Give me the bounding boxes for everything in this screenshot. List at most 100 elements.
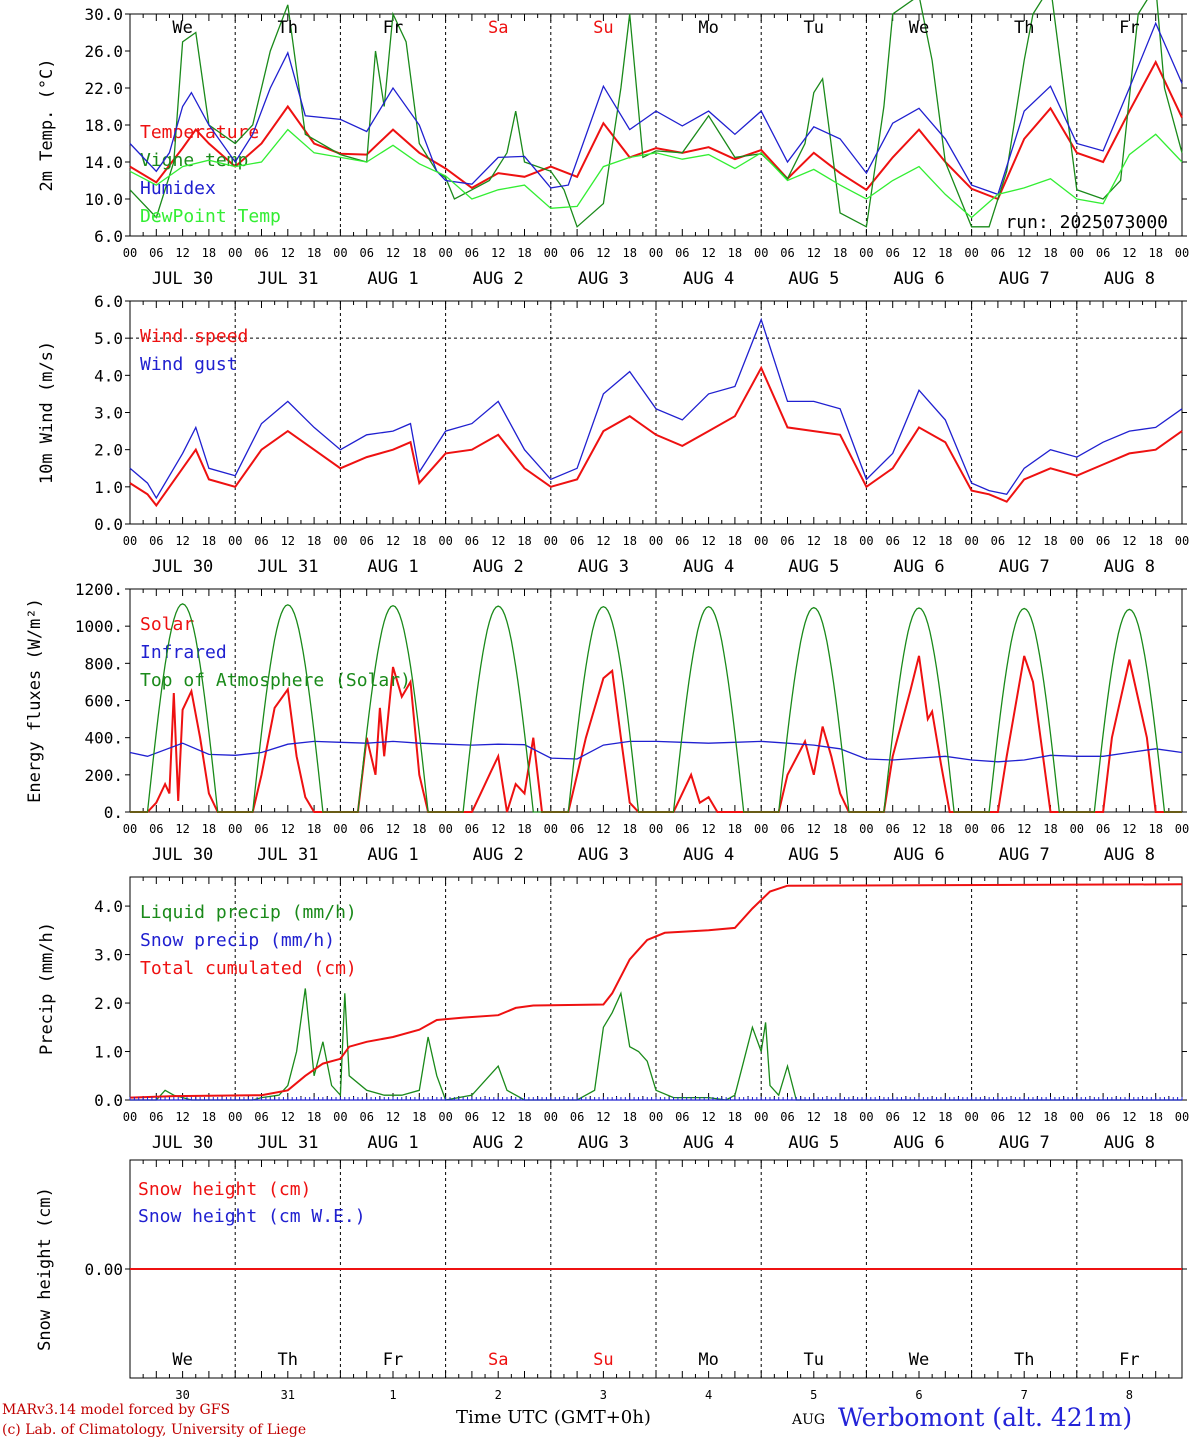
hour-label: 12	[1017, 822, 1031, 836]
hour-label: 06	[149, 246, 163, 260]
y-tick-label: 400.	[84, 729, 123, 748]
hour-label: 00	[1175, 534, 1189, 548]
hour-label: 12	[386, 246, 400, 260]
hour-label: 00	[438, 534, 452, 548]
hour-label: 06	[254, 534, 268, 548]
panel-2-frame	[129, 588, 1183, 813]
y-tick-label: 5.0	[94, 329, 123, 348]
hour-label: 18	[622, 1110, 636, 1124]
date-label: AUG 5	[788, 845, 839, 865]
series-line-solar	[130, 655, 1182, 813]
hour-label: 06	[991, 822, 1005, 836]
hour-label: 06	[465, 822, 479, 836]
hour-label: 18	[1148, 1110, 1162, 1124]
hour-label: 18	[412, 534, 426, 548]
hour-label: 00	[333, 1110, 347, 1124]
hour-label: 06	[885, 1110, 899, 1124]
date-label: AUG 2	[473, 845, 524, 865]
date-label: JUL 30	[152, 1133, 213, 1153]
dow-label: Th	[1014, 1350, 1034, 1370]
hour-label: 12	[912, 1110, 926, 1124]
hour-label: 00	[754, 534, 768, 548]
hour-label: 06	[885, 246, 899, 260]
date-label: AUG 8	[1104, 1133, 1155, 1153]
hour-label: 06	[885, 534, 899, 548]
hour-label: 12	[491, 246, 505, 260]
y-tick-label: 1.0	[94, 478, 123, 497]
y-tick-label: 0.0	[94, 1091, 123, 1110]
dow-label: Tu	[804, 1350, 824, 1370]
hour-label: 12	[175, 246, 189, 260]
date-label: AUG 4	[683, 845, 734, 865]
hour-label: 06	[465, 534, 479, 548]
hour-label: 00	[544, 822, 558, 836]
hour-label: 06	[465, 246, 479, 260]
hour-label: 18	[622, 534, 636, 548]
y-tick-label: 22.0	[84, 79, 123, 98]
day-number: 7	[1021, 1388, 1028, 1402]
day-number: 2	[495, 1388, 502, 1402]
hour-label: 18	[938, 822, 952, 836]
y-tick-label: 4.0	[94, 897, 123, 916]
date-label: AUG 3	[578, 1133, 629, 1153]
hour-label: 00	[333, 246, 347, 260]
hour-label: 12	[1122, 246, 1136, 260]
y-tick-label: 10.0	[84, 190, 123, 209]
hour-label: 06	[1096, 246, 1110, 260]
day-number: 30	[175, 1388, 189, 1402]
hour-label: 12	[281, 534, 295, 548]
date-label: JUL 31	[257, 845, 318, 865]
dow-label: Th	[278, 18, 298, 38]
hour-label: 00	[228, 246, 242, 260]
hour-label: 12	[491, 822, 505, 836]
date-label: JUL 30	[152, 269, 213, 289]
dow-label: Sa	[488, 1350, 508, 1370]
date-label: AUG 3	[578, 845, 629, 865]
hour-label: 06	[570, 246, 584, 260]
date-label: AUG 4	[683, 1133, 734, 1153]
date-label: AUG 2	[473, 557, 524, 577]
hour-label: 06	[780, 534, 794, 548]
hour-label: 12	[701, 822, 715, 836]
hour-label: 06	[149, 822, 163, 836]
y-axis-label: Precip (mm/h)	[37, 922, 57, 1055]
hour-label: 06	[254, 822, 268, 836]
dow-label: We	[172, 1350, 192, 1370]
y-tick-label: 18.0	[84, 116, 123, 135]
hour-label: 00	[228, 822, 242, 836]
hour-label: 06	[885, 822, 899, 836]
hour-label: 18	[202, 246, 216, 260]
hour-label: 12	[386, 1110, 400, 1124]
y-tick-label: 800.	[84, 654, 123, 673]
hour-label: 12	[912, 534, 926, 548]
hour-label: 12	[807, 822, 821, 836]
hour-label: 00	[1070, 246, 1084, 260]
hour-label: 18	[412, 246, 426, 260]
hour-label: 12	[386, 534, 400, 548]
dow-label: Su	[593, 18, 613, 38]
dow-label: Th	[278, 1350, 298, 1370]
hour-label: 12	[491, 1110, 505, 1124]
hour-label: 00	[754, 822, 768, 836]
hour-label: 12	[701, 246, 715, 260]
y-tick-label: 1.0	[94, 1043, 123, 1062]
hour-label: 18	[202, 534, 216, 548]
y-tick-label: 0.00	[84, 1260, 123, 1279]
hour-label: 18	[307, 1110, 321, 1124]
hour-label: 00	[228, 534, 242, 548]
hour-label: 06	[675, 246, 689, 260]
hour-label: 06	[254, 1110, 268, 1124]
dow-label: Fr	[1119, 1350, 1139, 1370]
hour-label: 06	[359, 1110, 373, 1124]
date-label: JUL 31	[257, 557, 318, 577]
hour-label: 12	[491, 534, 505, 548]
hour-label: 18	[1043, 246, 1057, 260]
month-label: AUG	[791, 1412, 825, 1428]
dow-label: Th	[1014, 18, 1034, 38]
hour-label: 18	[1043, 534, 1057, 548]
hour-label: 18	[938, 246, 952, 260]
date-label: AUG 5	[788, 1133, 839, 1153]
y-tick-label: 4.0	[94, 366, 123, 385]
hour-label: 06	[675, 822, 689, 836]
hour-label: 00	[123, 534, 137, 548]
